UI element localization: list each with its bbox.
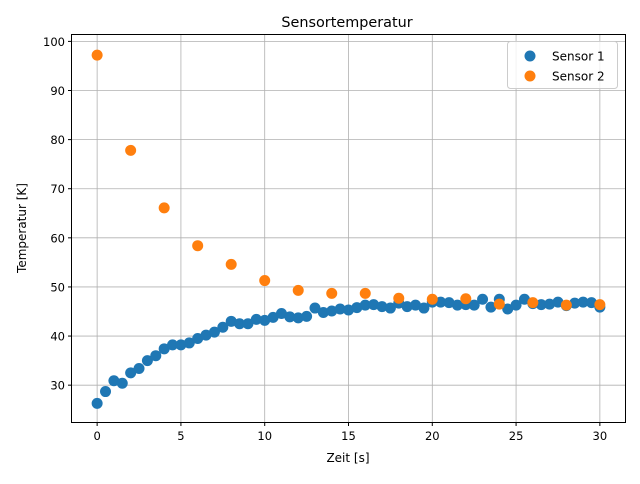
data-point-sensor-1 — [502, 303, 514, 315]
data-point-sensor-1 — [410, 299, 422, 311]
data-point-sensor-1 — [267, 311, 279, 323]
data-point-sensor-1 — [192, 333, 204, 345]
data-point-sensor-1 — [108, 375, 120, 387]
data-point-sensor-1 — [577, 296, 589, 308]
data-point-sensor-1 — [259, 314, 271, 326]
x-tick-label: 20 — [425, 429, 440, 443]
data-point-sensor-1 — [250, 313, 262, 325]
data-point-sensor-2 — [192, 240, 204, 252]
y-tick-label: 90 — [50, 84, 65, 98]
data-point-sensor-1 — [116, 377, 128, 389]
data-point-sensor-2 — [158, 202, 170, 214]
data-point-sensor-1 — [569, 297, 581, 309]
y-tick-label: 60 — [50, 231, 65, 245]
legend-marker-sensor-2 — [524, 70, 536, 82]
data-point-sensor-2 — [259, 275, 271, 287]
data-point-sensor-2 — [326, 287, 338, 299]
y-tick-label: 100 — [43, 35, 65, 49]
x-tick-label: 25 — [509, 429, 524, 443]
data-point-sensor-1 — [100, 386, 112, 398]
data-point-sensor-1 — [275, 307, 287, 319]
data-point-sensor-1 — [376, 301, 388, 313]
data-point-sensor-1 — [326, 305, 338, 317]
data-point-sensor-1 — [510, 299, 522, 311]
data-point-sensor-1 — [552, 296, 564, 308]
data-point-sensor-2 — [292, 284, 304, 296]
data-point-sensor-1 — [485, 301, 497, 313]
data-point-sensor-1 — [418, 302, 430, 314]
chart-title: Sensortemperatur — [281, 15, 412, 31]
data-point-sensor-2 — [91, 49, 103, 61]
data-point-sensor-1 — [217, 321, 229, 333]
data-point-sensor-1 — [242, 318, 254, 330]
data-point-sensor-2 — [393, 292, 405, 304]
data-point-sensor-1 — [435, 296, 447, 308]
y-tick-label: 80 — [50, 133, 65, 147]
data-point-sensor-1 — [150, 350, 162, 362]
data-point-sensor-1 — [334, 303, 346, 315]
y-axis-label: Temperatur [K] — [15, 183, 29, 274]
data-point-sensor-1 — [535, 299, 547, 311]
data-point-sensor-2 — [493, 298, 505, 310]
x-tick-label: 15 — [341, 429, 356, 443]
data-point-sensor-1 — [133, 362, 145, 374]
y-tick-label: 30 — [50, 379, 65, 393]
data-point-sensor-1 — [158, 343, 170, 355]
data-point-sensor-1 — [208, 326, 220, 338]
data-point-sensor-1 — [309, 302, 321, 314]
x-tick-label: 0 — [93, 429, 100, 443]
data-point-sensor-1 — [225, 315, 237, 327]
data-point-sensor-2 — [527, 297, 539, 309]
data-point-sensor-1 — [301, 310, 313, 322]
data-point-sensor-1 — [175, 339, 187, 351]
y-tick-label: 50 — [50, 280, 65, 294]
legend-marker-sensor-1 — [524, 50, 536, 62]
data-point-sensor-1 — [317, 306, 329, 318]
y-axis: 30 40 50 60 70 80 90 100 — [43, 35, 72, 393]
legend: Sensor 1 Sensor 2 — [507, 41, 618, 89]
data-point-sensor-1 — [477, 293, 489, 305]
data-point-sensor-1 — [351, 302, 363, 314]
data-points — [91, 49, 606, 409]
data-point-sensor-1 — [359, 299, 371, 311]
data-point-sensor-1 — [518, 293, 530, 305]
data-point-sensor-1 — [91, 397, 103, 409]
data-point-sensor-1 — [384, 302, 396, 314]
data-point-sensor-1 — [292, 312, 304, 324]
legend-label-sensor-2: Sensor 2 — [552, 70, 605, 84]
data-point-sensor-1 — [284, 311, 296, 323]
data-point-sensor-1 — [368, 299, 380, 311]
data-point-sensor-2 — [359, 287, 371, 299]
x-tick-label: 30 — [593, 429, 608, 443]
data-point-sensor-1 — [401, 301, 413, 313]
data-point-sensor-1 — [343, 304, 354, 316]
data-point-sensor-2 — [426, 293, 438, 305]
x-tick-label: 5 — [177, 429, 184, 443]
data-point-sensor-2 — [560, 299, 572, 311]
data-point-sensor-1 — [234, 318, 246, 330]
data-point-sensor-2 — [594, 299, 606, 311]
data-point-sensor-1 — [125, 367, 137, 379]
legend-label-sensor-1: Sensor 1 — [552, 50, 605, 64]
x-axis-label: Zeit [s] — [326, 451, 369, 465]
data-point-sensor-1 — [443, 297, 455, 309]
data-point-sensor-1 — [183, 337, 195, 349]
data-point-sensor-1 — [167, 339, 179, 351]
x-axis: 0 5 10 15 20 25 30 — [93, 422, 607, 443]
data-point-sensor-1 — [200, 329, 212, 341]
data-point-sensor-2 — [125, 144, 137, 156]
x-tick-label: 10 — [257, 429, 272, 443]
y-tick-label: 70 — [50, 182, 65, 196]
data-point-sensor-1 — [141, 355, 153, 367]
data-point-sensor-1 — [585, 297, 597, 309]
data-point-sensor-1 — [451, 299, 463, 311]
data-point-sensor-2 — [460, 293, 472, 305]
data-point-sensor-2 — [225, 258, 237, 270]
data-point-sensor-1 — [544, 298, 556, 310]
data-point-sensor-1 — [468, 299, 480, 311]
y-tick-label: 40 — [50, 330, 65, 344]
grid-lines — [72, 35, 625, 422]
